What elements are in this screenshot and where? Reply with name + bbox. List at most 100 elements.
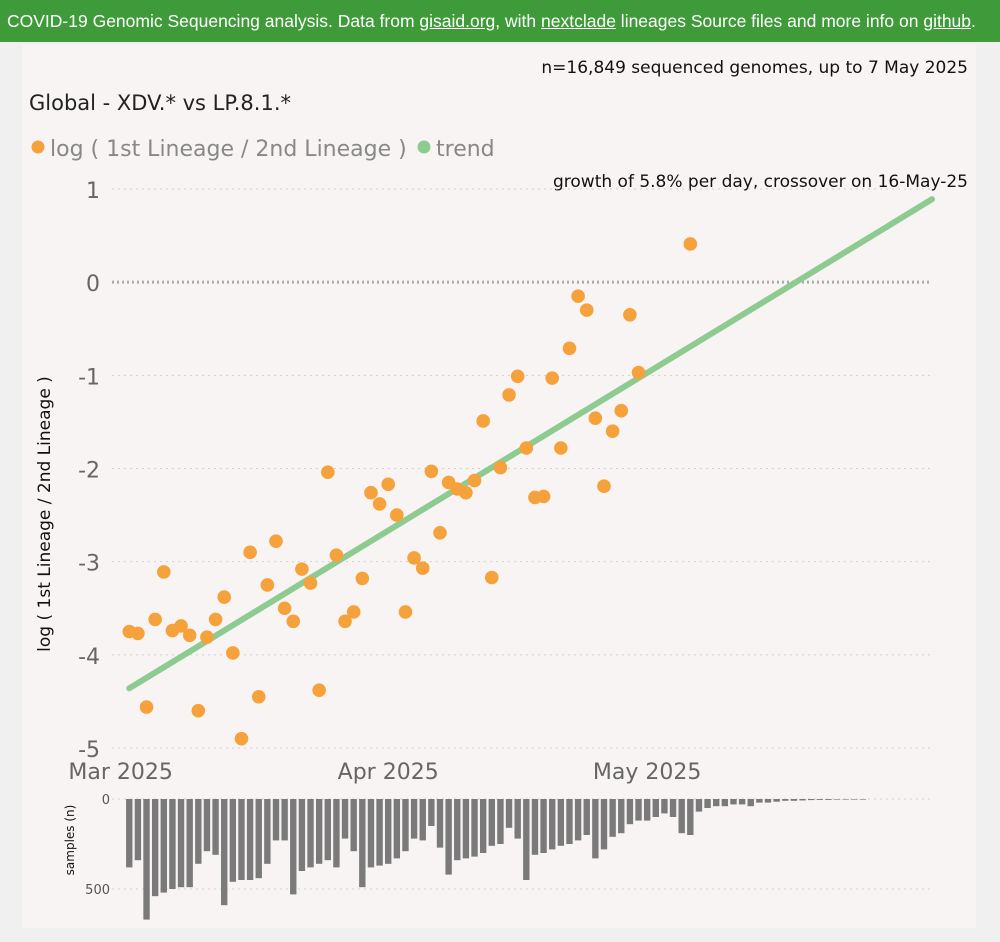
sample-bar [410, 799, 418, 839]
data-point [562, 341, 577, 356]
data-point [226, 646, 240, 660]
y-tick-label: -2 [78, 459, 100, 484]
sample-bar [859, 799, 867, 800]
sample-bar [255, 799, 262, 879]
data-point [484, 570, 499, 585]
data-point [571, 289, 585, 303]
sample-bar [298, 799, 306, 871]
growth-annotation: growth of 5.8% per day, crossover on 16-… [553, 172, 968, 192]
sample-bar [221, 799, 228, 906]
sample-bar [747, 799, 754, 807]
sample-bar [566, 799, 573, 844]
data-point [510, 369, 525, 384]
sample-bar [669, 799, 677, 817]
sample-bar [143, 799, 150, 920]
data-point [554, 441, 568, 455]
sample-bar [643, 799, 651, 821]
data-point [493, 460, 508, 475]
data-point [234, 731, 249, 746]
banner-text-2: , with [495, 11, 542, 31]
gisaid-link[interactable]: gisaid.org [419, 11, 496, 31]
data-point [131, 626, 145, 641]
data-point [312, 683, 326, 698]
data-point [433, 525, 447, 540]
sample-bar [557, 799, 565, 846]
banner-text-3: lineages Source files and more info on [615, 11, 924, 31]
sample-bar [505, 799, 513, 828]
data-point [467, 473, 482, 488]
data-point [364, 485, 378, 500]
sample-bar [246, 799, 254, 880]
y-tick-label: -4 [78, 645, 100, 670]
x-tick-label: May 2025 [593, 760, 701, 785]
data-point [208, 612, 223, 627]
banner-text-4: . [971, 11, 976, 31]
sample-bar [523, 799, 530, 880]
sample-bar [229, 799, 237, 882]
sample-bar [609, 799, 616, 837]
sample-bar [488, 799, 495, 846]
sample-bar [290, 799, 297, 895]
sample-bar [195, 799, 202, 864]
sample-bar [652, 799, 659, 817]
y-tick-label: 0 [86, 272, 100, 297]
sample-bar [635, 799, 642, 821]
sample-bar [592, 799, 599, 859]
sample-bar [177, 799, 185, 888]
sample-bar [350, 799, 357, 852]
data-point [476, 414, 490, 428]
sample-bar [678, 799, 685, 834]
data-point [139, 700, 154, 714]
sample-bar [151, 799, 159, 897]
data-point [156, 565, 171, 579]
y-tick-label: 1 [86, 179, 100, 204]
sample-bar [713, 799, 720, 807]
bar-y-tick-label: 0 [102, 793, 110, 808]
sample-bar [367, 799, 375, 868]
bar-gridlines [112, 798, 932, 890]
data-point [536, 489, 551, 504]
sample-bar [212, 799, 219, 855]
y-axis-label: log ( 1st Lineage / 2nd Lineage ) [35, 376, 55, 652]
sample-bar [764, 799, 772, 803]
sample-bar [436, 799, 444, 848]
data-point [683, 237, 698, 251]
points-layer [122, 237, 698, 746]
sample-bar [462, 799, 470, 859]
data-point [381, 477, 396, 492]
sample-bar [704, 799, 711, 808]
data-point [415, 561, 430, 575]
data-point [355, 571, 370, 586]
legend-trend-marker [417, 140, 431, 154]
legend-trend-label[interactable]: trend [436, 137, 495, 162]
data-point [260, 578, 275, 592]
sample-bar [583, 799, 590, 835]
data-point [579, 303, 594, 317]
sample-bar [393, 799, 401, 859]
main-x-ticks: Mar 2025 Apr 2025 May 2025 [68, 760, 701, 785]
chart-canvas: n=16,849 sequenced genomes, up to 7 May … [29, 58, 968, 920]
sample-bar [626, 799, 634, 825]
sample-bar [661, 799, 668, 814]
data-point [338, 614, 352, 629]
sample-bar [454, 799, 461, 861]
data-point [243, 545, 257, 560]
sample-bar [540, 799, 547, 853]
sample-bar [359, 799, 366, 888]
sample-bar [695, 799, 703, 812]
x-tick-label: Mar 2025 [68, 760, 173, 785]
sample-bar [307, 799, 314, 868]
sample-bar [574, 799, 582, 841]
legend-points-label[interactable]: log ( 1st Lineage / 2nd Lineage ) [50, 137, 407, 162]
sample-bar [385, 799, 392, 864]
nextclade-link[interactable]: nextclade [541, 11, 616, 31]
sample-bar [324, 799, 331, 861]
github-link[interactable]: github [923, 11, 972, 31]
sample-bar [238, 799, 245, 880]
sample-bar [160, 799, 167, 893]
sample-bar [272, 799, 280, 841]
data-point [519, 441, 534, 455]
data-point [174, 619, 188, 633]
sample-bar [341, 799, 349, 839]
y-tick-label: -3 [78, 552, 100, 577]
